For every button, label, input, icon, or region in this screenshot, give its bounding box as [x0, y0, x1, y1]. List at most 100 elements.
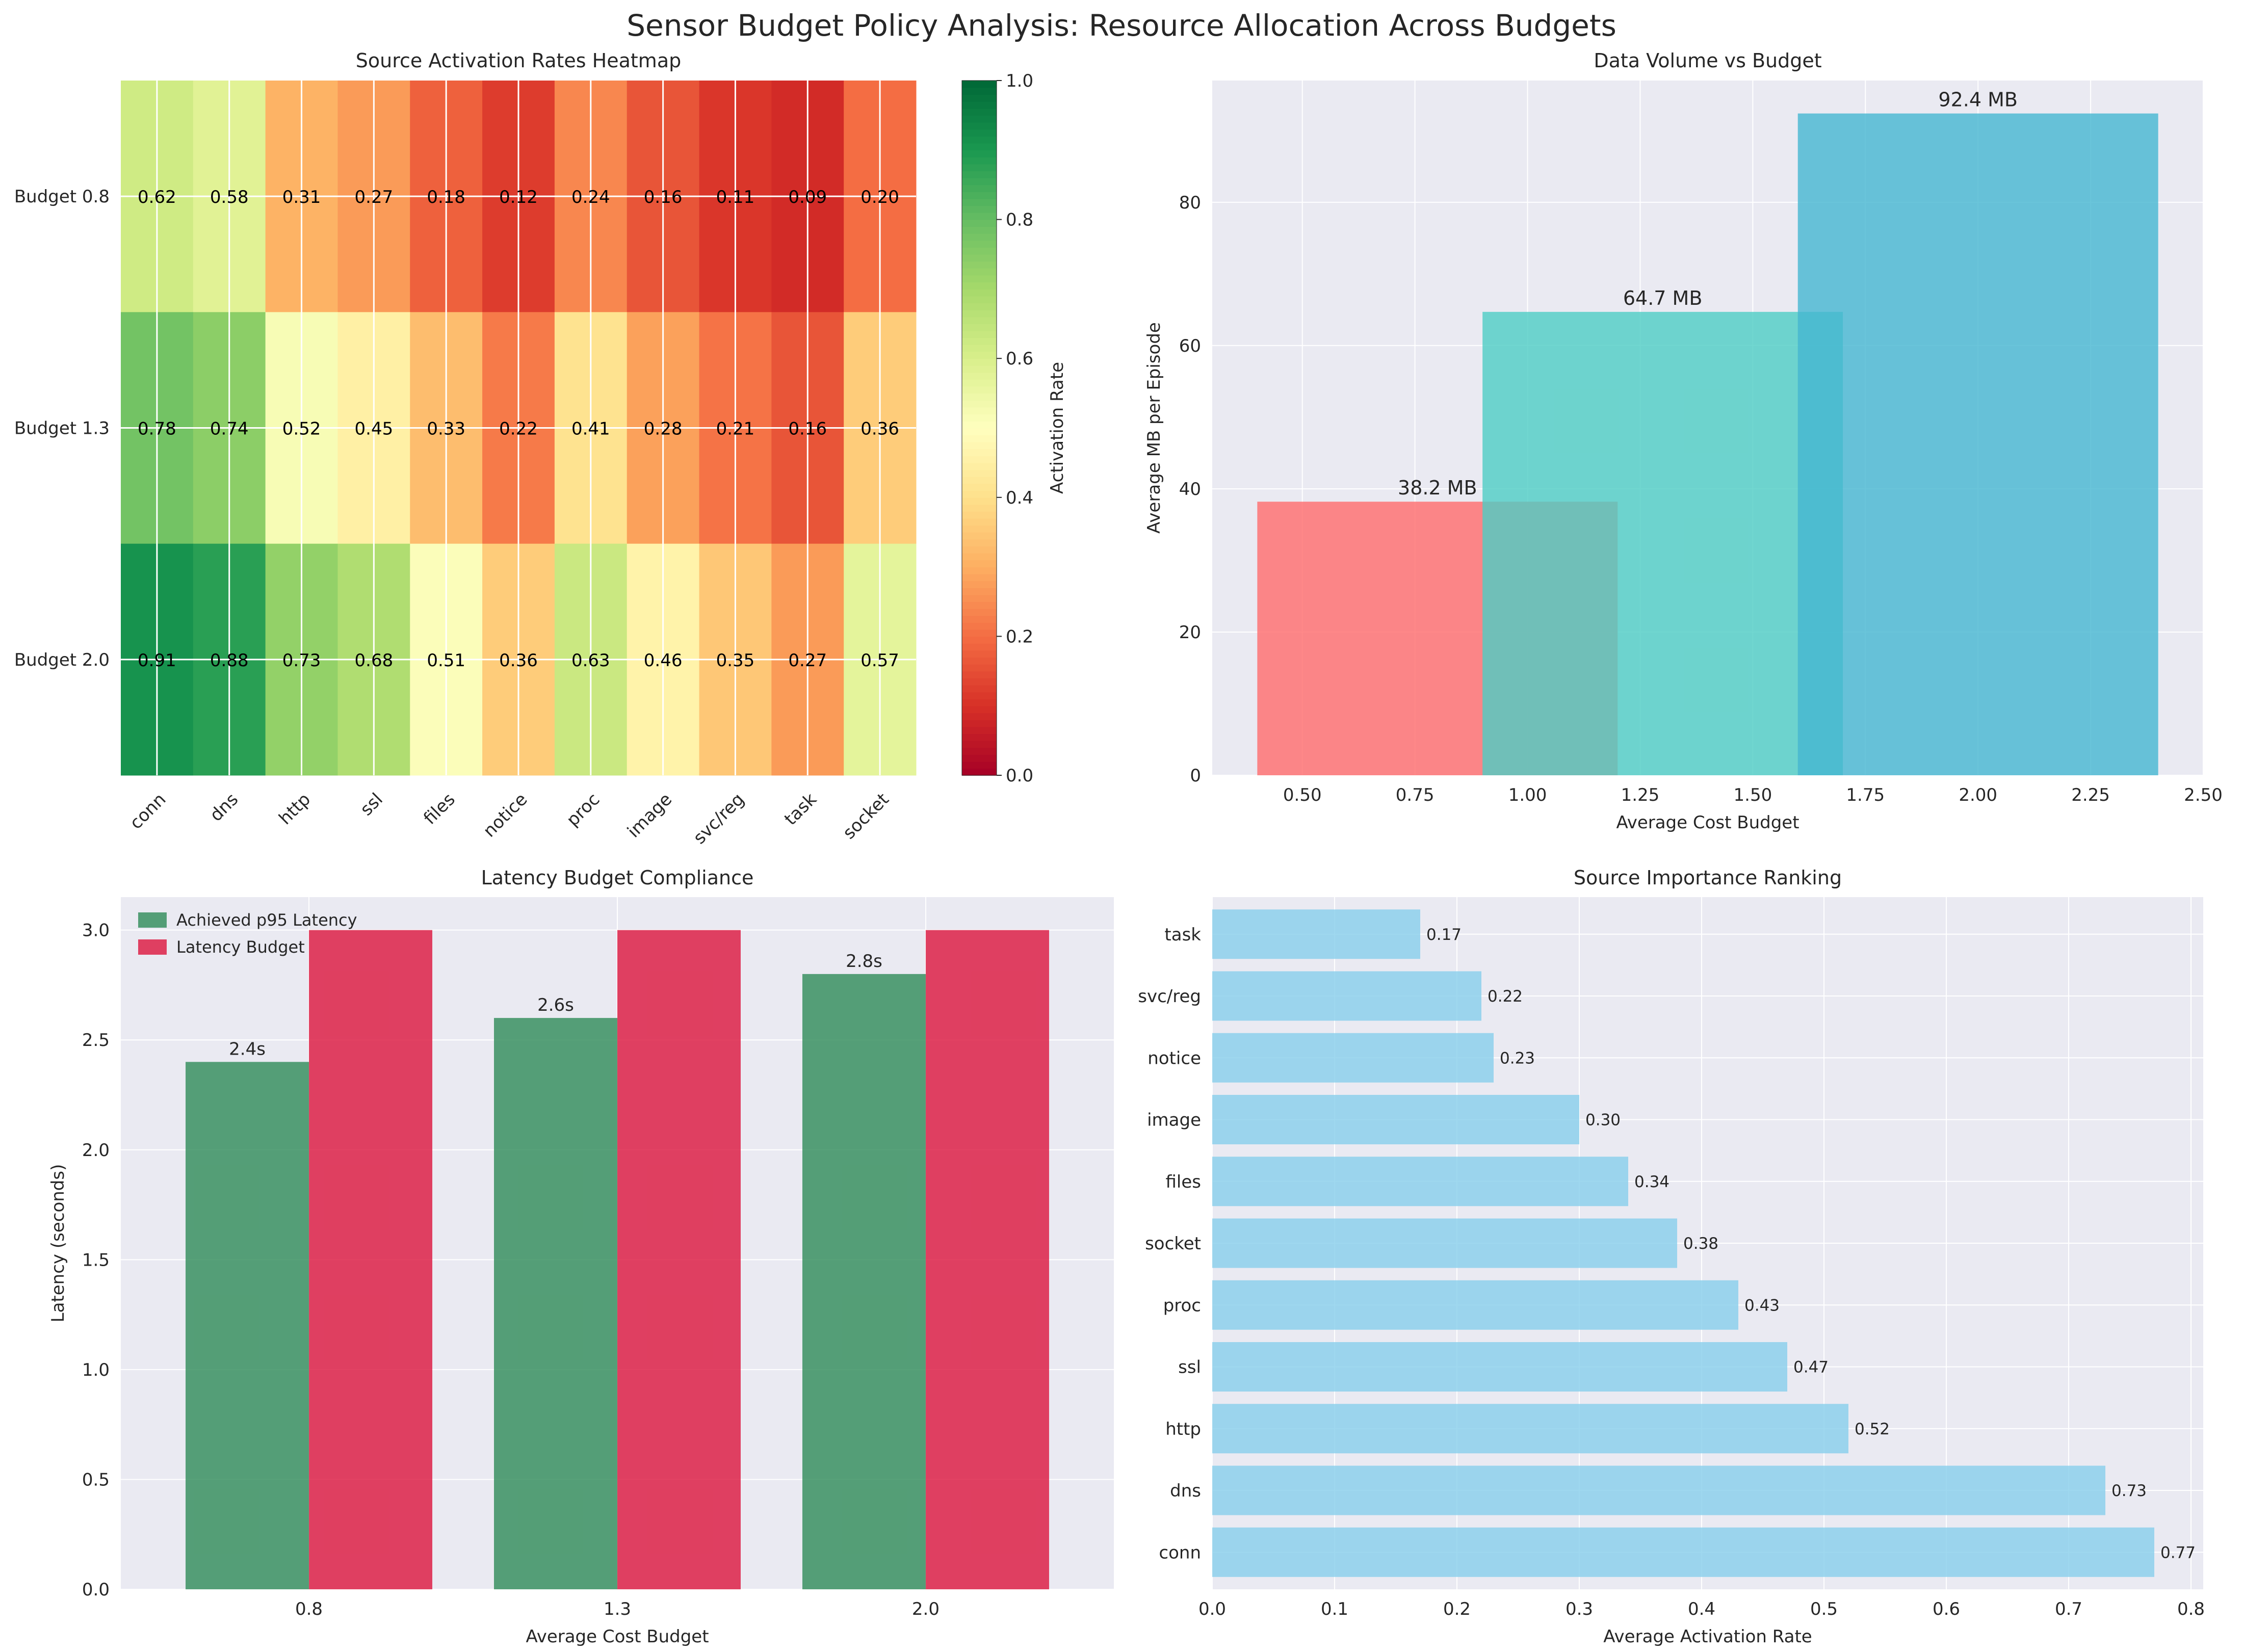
heatmap-cell-label: 0.73 — [282, 650, 321, 671]
colorbar-segment — [962, 650, 997, 658]
colorbar-frame — [961, 80, 997, 776]
colorbar-segment — [962, 372, 997, 380]
importance-bar-label: 0.17 — [1426, 926, 1462, 944]
heatmap-cell-label: 0.27 — [355, 187, 394, 207]
importance-panel: 0.77 0.73 0.52 0.47 0.43 0.38 0.34 0.30 0.23 0.22… — [1138, 867, 2205, 1647]
latency-y-tick-label: 2.5 — [82, 1030, 110, 1051]
colorbar-segment — [962, 733, 997, 741]
colorbar-segment — [962, 740, 997, 748]
importance-bar — [1212, 971, 1481, 1021]
volume-bar-label: 92.4 MB — [1938, 89, 2018, 111]
volume-bar — [1482, 311, 1843, 775]
colorbar-segment — [962, 386, 997, 394]
importance-x-tick-label: 0.4 — [1688, 1599, 1715, 1619]
heatmap-cell-label: 0.20 — [860, 187, 899, 207]
colorbar-segment — [962, 261, 997, 269]
colorbar-segment — [962, 678, 997, 686]
importance-y-tick-label: conn — [1159, 1542, 1201, 1563]
colorbar-segment — [962, 497, 997, 505]
colorbar-segment — [962, 171, 997, 178]
heatmap-cell-label: 0.35 — [716, 650, 755, 671]
heatmap-cell-label: 0.58 — [210, 187, 249, 207]
colorbar-segment — [962, 483, 997, 491]
heatmap-cell-label: 0.57 — [860, 650, 899, 671]
latency-budget-bar — [925, 930, 1049, 1589]
importance-bar-label: 0.77 — [2160, 1543, 2196, 1562]
colorbar-segment — [962, 608, 997, 616]
importance-x-tick-label: 0.5 — [1810, 1599, 1838, 1619]
volume-x-tick-label: 0.75 — [1396, 785, 1435, 805]
latency-x-tick-label: 2.0 — [912, 1599, 940, 1619]
colorbar-segment — [962, 761, 997, 769]
colorbar-segment — [962, 219, 997, 227]
heatmap-cell-label: 0.68 — [355, 650, 394, 671]
importance-x-tick-label: 0.0 — [1198, 1599, 1226, 1619]
achieved-latency-bar — [494, 1018, 617, 1589]
colorbar-segment — [962, 699, 997, 706]
heatmap-cell-label: 0.74 — [210, 419, 249, 439]
latency-y-tick-label: 1.5 — [82, 1250, 110, 1270]
colorbar-segment — [962, 233, 997, 241]
colorbar-segment — [962, 122, 997, 130]
colorbar-segment — [962, 428, 997, 435]
latency-x-tick-label: 0.8 — [295, 1599, 323, 1619]
latency-x-axis-label: Average Cost Budget — [526, 1627, 709, 1647]
heatmap-cell-label: 0.41 — [571, 419, 610, 439]
colorbar-segment — [962, 296, 997, 303]
volume-x-tick-label: 0.50 — [1283, 785, 1322, 805]
colorbar-segment — [962, 581, 997, 588]
heatmap-cell-label: 0.52 — [282, 419, 321, 439]
latency-y-axis-label: Latency (seconds) — [48, 1164, 68, 1323]
importance-bar-label: 0.43 — [1744, 1296, 1780, 1315]
colorbar-segment — [962, 685, 997, 693]
colorbar-segment — [962, 407, 997, 415]
colorbar-segment — [962, 664, 997, 672]
latency-legend-swatch — [138, 939, 167, 955]
importance-bar-label: 0.30 — [1585, 1111, 1621, 1130]
volume-bar-label: 38.2 MB — [1398, 477, 1477, 499]
colorbar-segment — [962, 309, 997, 318]
colorbar-segment — [962, 358, 997, 366]
figure-title: Sensor Budget Policy Analysis: Resource … — [627, 8, 1616, 43]
colorbar-segment — [962, 546, 997, 554]
colorbar-segment — [962, 268, 997, 276]
importance-bar — [1212, 1280, 1738, 1330]
latency-bar-label: 2.8s — [846, 951, 882, 972]
volume-x-tick-label: 1.25 — [1621, 785, 1660, 805]
volume-y-tick-label: 80 — [1179, 193, 1201, 213]
colorbar-tick-label: 0.4 — [1006, 488, 1033, 508]
volume-x-tick-label: 2.50 — [2184, 785, 2223, 805]
data-volume-panel: 38.2 MB 64.7 MB 92.4 MB 0.50 0.75 1.00 1.25 1.5… — [1144, 49, 2223, 833]
colorbar-segment — [962, 469, 997, 477]
colorbar-segment — [962, 337, 997, 345]
heatmap-cell-label: 0.22 — [499, 419, 538, 439]
colorbar-segment — [962, 504, 997, 512]
importance-bar — [1212, 1342, 1787, 1392]
importance-x-tick-label: 0.3 — [1566, 1599, 1593, 1619]
colorbar-segment — [962, 282, 997, 290]
latency-budget-bar — [617, 930, 741, 1589]
colorbar-segment — [962, 539, 997, 547]
volume-x-axis-label: Average Cost Budget — [1616, 812, 1799, 833]
colorbar-segment — [962, 212, 997, 220]
importance-bar — [1212, 1033, 1494, 1083]
volume-y-tick-label: 0 — [1190, 766, 1201, 786]
importance-bar — [1212, 1527, 2154, 1577]
colorbar-segment — [962, 692, 997, 699]
importance-y-tick-label: dns — [1170, 1481, 1201, 1501]
colorbar-segment — [962, 747, 997, 755]
heatmap-cell-label: 0.36 — [499, 650, 538, 671]
importance-y-tick-label: task — [1164, 925, 1201, 945]
heatmap-cell-label: 0.27 — [788, 650, 827, 671]
volume-bar — [1797, 113, 2158, 776]
latency-y-tick-label: 3.0 — [82, 921, 110, 941]
heatmap-cell-label: 0.09 — [788, 187, 827, 207]
achieved-latency-bar — [186, 1062, 309, 1589]
colorbar-segment — [962, 594, 997, 602]
heatmap-cell-label: 0.36 — [860, 419, 899, 439]
volume-y-tick-label: 40 — [1179, 479, 1201, 500]
importance-x-tick-label: 0.7 — [2055, 1599, 2082, 1619]
importance-y-tick-label: files — [1166, 1172, 1202, 1192]
latency-x-tick-label: 1.3 — [604, 1599, 631, 1619]
